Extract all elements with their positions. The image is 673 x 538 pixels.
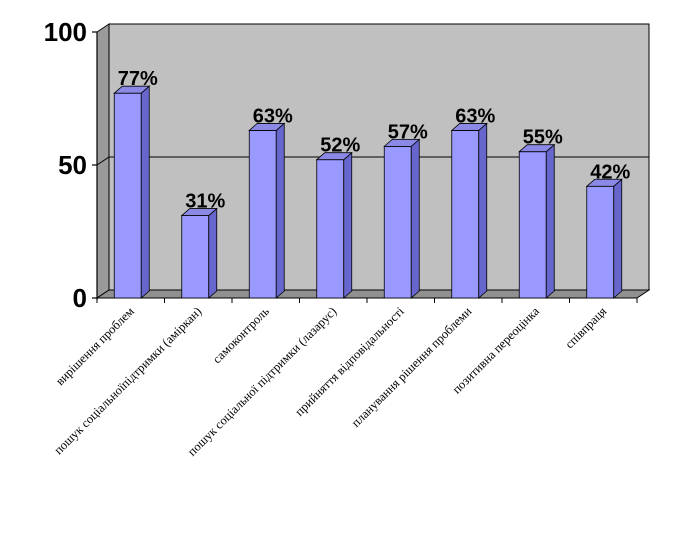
bar-side xyxy=(613,178,623,299)
x-tick-label: планування рішення проблеми xyxy=(349,304,475,430)
bar-top xyxy=(585,178,623,187)
data-label: 55% xyxy=(523,127,563,149)
data-labels: 77% 31% 63% 52% 57% 63% 55% 42% xyxy=(118,68,631,212)
bar-side xyxy=(275,122,285,299)
y-axis: 0 50 100 xyxy=(44,17,638,313)
data-label: 57% xyxy=(388,121,428,143)
bar-front xyxy=(248,130,277,299)
data-label: 42% xyxy=(590,161,630,183)
bar-top xyxy=(180,208,218,216)
bar xyxy=(518,143,556,299)
bar-front xyxy=(586,185,615,299)
bar-top xyxy=(113,85,151,94)
bars xyxy=(113,85,623,299)
y-tick-label: 0 xyxy=(73,283,87,313)
bar-top xyxy=(450,123,488,131)
gridlines xyxy=(96,156,649,166)
bar xyxy=(113,85,151,299)
bar-top xyxy=(315,152,353,161)
bar xyxy=(315,151,353,299)
data-label: 31% xyxy=(185,191,225,213)
bar-front xyxy=(113,92,142,299)
bar-top xyxy=(383,138,421,147)
bar-front xyxy=(181,215,210,299)
data-label: 77% xyxy=(118,68,158,90)
x-tick-label: пошук соціальноїпідтримки (аміркан) xyxy=(51,304,204,457)
bar-front xyxy=(451,130,480,299)
bar-front xyxy=(518,151,547,299)
bar xyxy=(180,207,218,299)
y-tick-label: 100 xyxy=(44,17,87,47)
y-tick-label: 50 xyxy=(58,150,87,180)
plot-area xyxy=(95,23,651,299)
x-tick-label: співпраця xyxy=(562,304,609,351)
bar-front xyxy=(383,145,412,299)
data-label: 63% xyxy=(253,105,293,127)
bar xyxy=(248,122,286,299)
bar-side xyxy=(478,122,488,299)
bar-side xyxy=(545,143,555,299)
bar-front xyxy=(316,159,345,299)
x-tick-label: пошук соціальної підтримки (лазарус) xyxy=(185,304,339,458)
bar xyxy=(585,178,623,299)
gridline-side xyxy=(96,156,110,166)
data-label: 63% xyxy=(455,105,495,127)
bar xyxy=(450,122,488,299)
x-tick-label: прийняття відповідальності xyxy=(292,304,407,419)
bar-side xyxy=(410,138,420,299)
data-label: 52% xyxy=(320,135,360,157)
bar xyxy=(383,138,421,299)
bar-side xyxy=(343,151,353,299)
bar-top xyxy=(248,123,286,131)
bar-top xyxy=(518,144,556,153)
x-tick-label: самоконтроль xyxy=(210,304,272,366)
bar-side xyxy=(208,207,218,299)
bar-side xyxy=(140,85,150,299)
floor xyxy=(95,289,651,299)
